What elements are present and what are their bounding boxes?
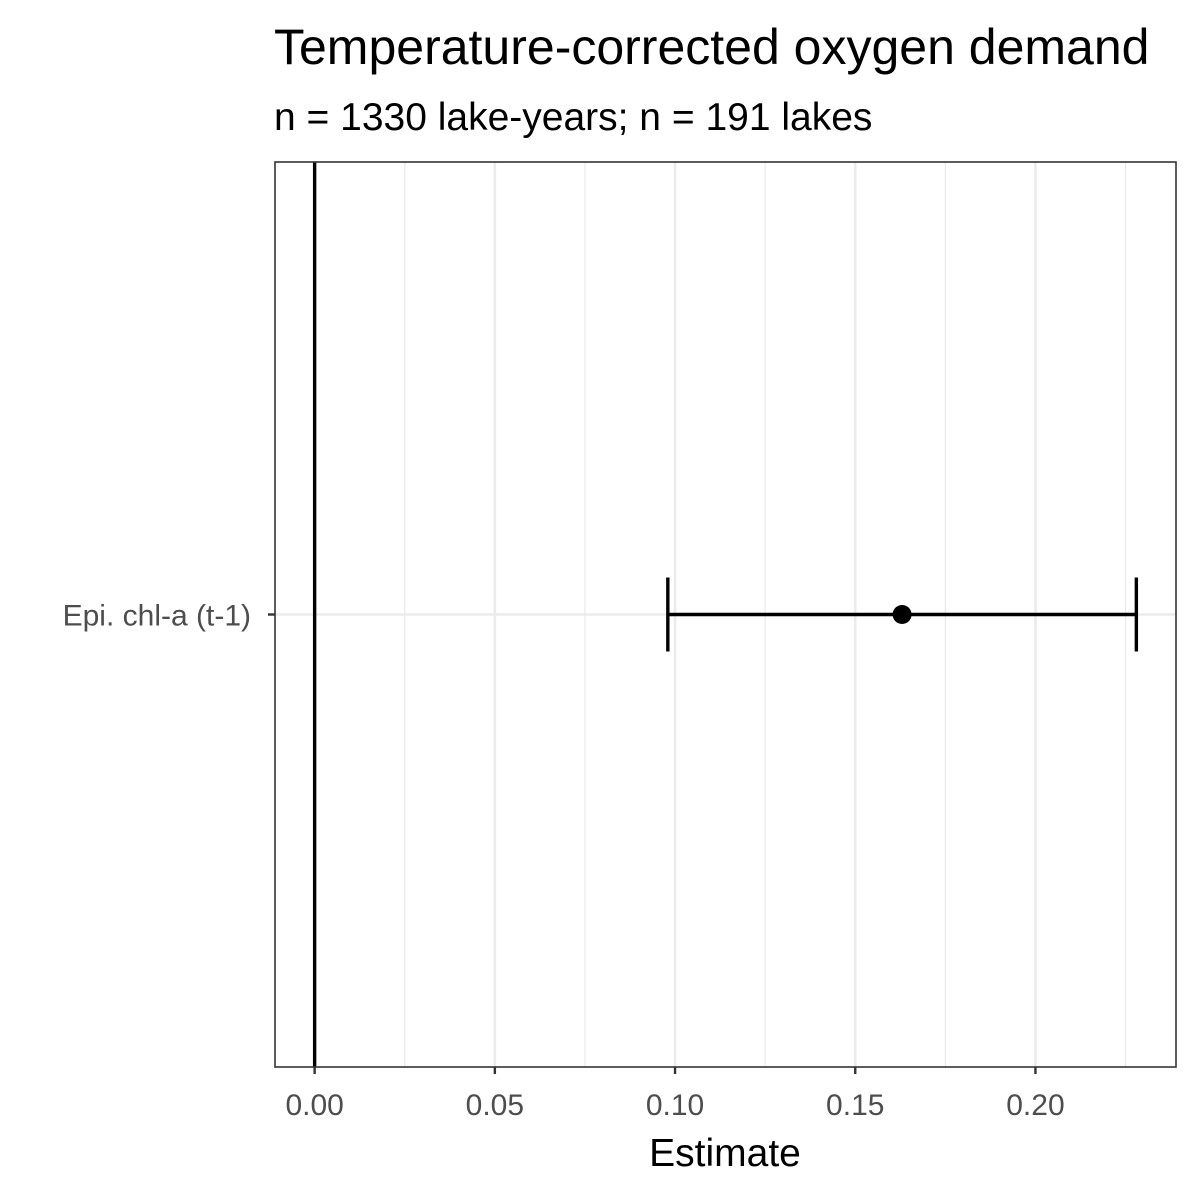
x-tick-label: 0.05	[466, 1089, 524, 1122]
x-tick-label: 0.10	[646, 1089, 704, 1122]
estimate-point	[892, 605, 912, 624]
x-tick-label: 0.15	[826, 1089, 884, 1122]
x-tick-label: 0.00	[285, 1089, 343, 1122]
marks-layer	[666, 577, 1139, 652]
x-axis: 0.00 0.05 0.10 0.15 0.20	[285, 1067, 1065, 1122]
y-axis: Epi. chl-a (t-1)	[63, 600, 275, 633]
chart-title: Temperature-corrected oxygen demand	[274, 19, 1149, 75]
x-axis-title: Estimate	[649, 1132, 801, 1175]
x-tick-label: 0.20	[1006, 1089, 1064, 1122]
y-tick-label: Epi. chl-a (t-1)	[63, 600, 251, 633]
chart-subtitle: n = 1330 lake-years; n = 191 lakes	[274, 96, 872, 139]
